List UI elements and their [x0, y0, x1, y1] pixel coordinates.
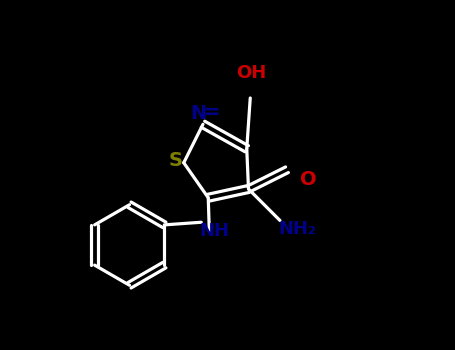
Text: =: =: [204, 103, 220, 122]
Text: O: O: [300, 170, 316, 189]
Text: NH₂: NH₂: [278, 220, 316, 238]
Text: N: N: [191, 104, 207, 123]
Text: NH: NH: [199, 222, 229, 240]
Text: S: S: [169, 152, 183, 170]
Text: OH: OH: [236, 64, 266, 83]
